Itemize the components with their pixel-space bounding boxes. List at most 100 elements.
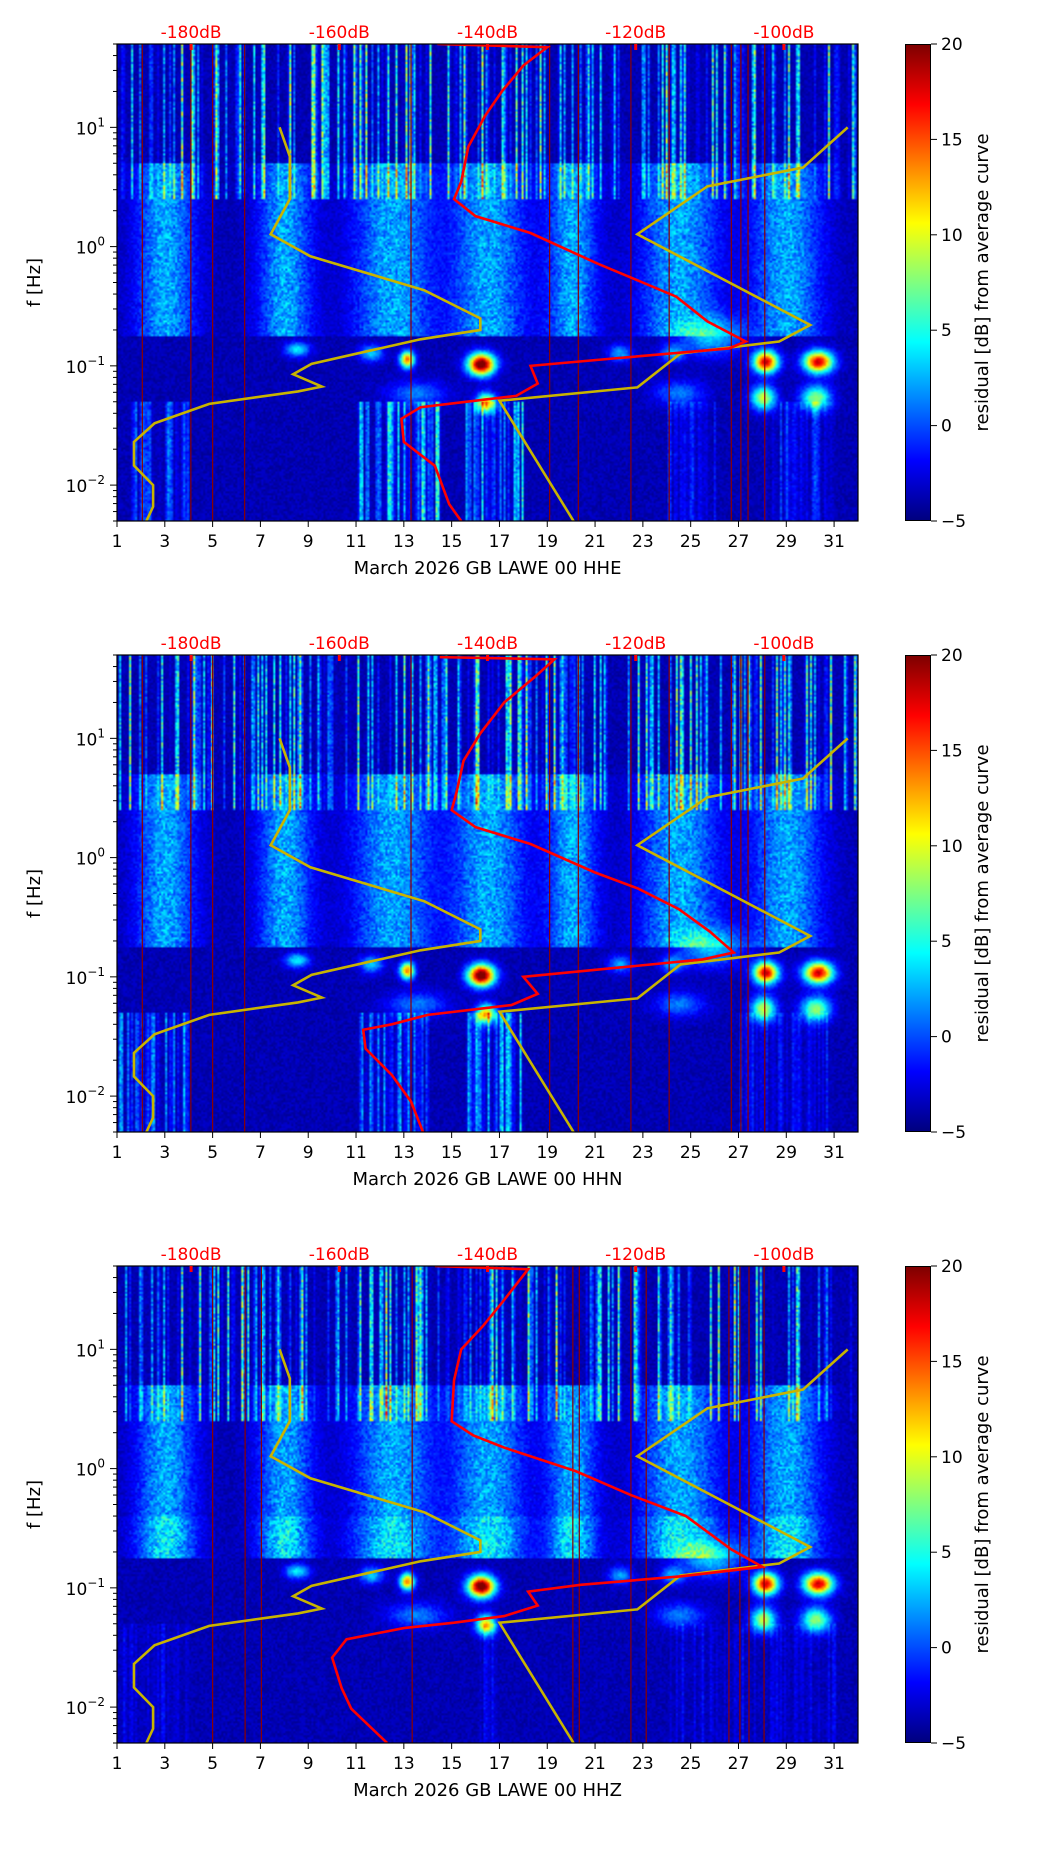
x-tick-label: 3: [159, 532, 170, 552]
colorbar-label: residual [dB] from average curve: [972, 1355, 993, 1653]
x-tick-label: 15: [441, 532, 463, 552]
y-tick-label: 100: [76, 235, 105, 259]
colorbar-tick-label: 0: [941, 1028, 952, 1048]
x-tick-label: 9: [303, 1754, 314, 1774]
x-tick-label: 13: [393, 532, 415, 552]
y-tick-label: 10−1: [66, 354, 105, 378]
y-axis-label: f [Hz]: [24, 869, 45, 918]
db-tick-label: -140dB: [457, 1245, 518, 1265]
db-tick-label: -100dB: [753, 23, 814, 43]
colorbar-tick-label: 10: [941, 837, 963, 857]
colorbar-tick-label: 5: [941, 932, 952, 952]
db-tick-label: -160dB: [309, 634, 370, 654]
x-tick-label: 25: [680, 1143, 702, 1163]
x-tick-label: 19: [536, 1754, 558, 1774]
db-tick-label: -100dB: [753, 634, 814, 654]
x-axis-label: March 2026 GB LAWE 00 HHE: [354, 558, 622, 579]
low-noise-model-line: [132, 126, 482, 521]
y-tick-label: 10−1: [66, 965, 105, 989]
x-tick-label: 7: [255, 1143, 266, 1163]
y-tick-label: 101: [76, 115, 105, 139]
plot-frame: [116, 43, 859, 522]
x-tick-label: 5: [207, 1143, 218, 1163]
colorbar-tick-label: 20: [941, 1257, 963, 1277]
x-tick-label: 19: [536, 532, 558, 552]
high-noise-model-line: [497, 1348, 849, 1743]
db-tick-label: -140dB: [457, 23, 518, 43]
x-tick-label: 3: [159, 1754, 170, 1774]
y-axis-label: f [Hz]: [24, 258, 45, 307]
psd-curve: [330, 1266, 767, 1743]
x-tick-label: 21: [584, 532, 606, 552]
low-noise-model-line: [132, 1348, 482, 1743]
x-tick-label: 11: [345, 1754, 367, 1774]
x-tick-label: 17: [489, 1143, 511, 1163]
colorbar-tick-label: −5: [941, 512, 966, 532]
x-tick-label: 23: [632, 532, 654, 552]
x-tick-label: 31: [823, 1754, 845, 1774]
colorbar-tick-label: 0: [941, 1639, 952, 1659]
colorbar-tick-label: 20: [941, 35, 963, 55]
x-tick-label: 17: [489, 532, 511, 552]
spectrogram-panel-2: 1 3 5 7 9 11 13 15 17 19 21 23 25 27 29 31 March 2026 GB…: [0, 634, 1052, 1255]
colorbar-tick-label: 15: [941, 1352, 963, 1372]
plot-frame: [116, 654, 859, 1133]
db-tick-label: -120dB: [605, 1245, 666, 1265]
spectrogram-panel-3: 1 3 5 7 9 11 13 15 17 19 21 23 25 27 29 31 March 2026 GB…: [0, 1245, 1052, 1866]
x-tick-label: 15: [441, 1754, 463, 1774]
x-tick-label: 21: [584, 1754, 606, 1774]
x-tick-label: 5: [207, 1754, 218, 1774]
x-tick-label: 11: [345, 532, 367, 552]
colorbar-tick-label: 15: [941, 741, 963, 761]
x-tick-label: 11: [345, 1143, 367, 1163]
db-tick-label: -180dB: [161, 1245, 222, 1265]
psd-curve: [400, 44, 749, 521]
y-tick-label: 10−1: [66, 1576, 105, 1600]
y-tick-label: 100: [76, 846, 105, 870]
colorbar-tick-label: 20: [941, 646, 963, 666]
x-tick-label: 27: [728, 1754, 750, 1774]
y-tick-label: 101: [76, 1337, 105, 1361]
x-tick-label: 31: [823, 1143, 845, 1163]
low-noise-model-line: [132, 737, 482, 1132]
db-tick-label: -160dB: [309, 1245, 370, 1265]
db-tick-label: -160dB: [309, 23, 370, 43]
x-tick-label: 13: [393, 1143, 415, 1163]
colorbar-tick-label: −5: [941, 1123, 966, 1143]
colorbar-tick-label: −5: [941, 1734, 966, 1754]
x-tick-label: 9: [303, 532, 314, 552]
x-tick-label: 1: [112, 1754, 123, 1774]
x-tick-label: 1: [112, 532, 123, 552]
colorbar: [905, 44, 931, 521]
x-tick-label: 29: [775, 1754, 797, 1774]
x-tick-label: 25: [680, 1754, 702, 1774]
x-tick-label: 21: [584, 1143, 606, 1163]
x-tick-label: 13: [393, 1754, 415, 1774]
spectrogram-heatmap: [117, 44, 858, 521]
x-tick-label: 3: [159, 1143, 170, 1163]
spectrogram-panel-1: 1 3 5 7 9 11 13 15 17 19 21 23 25 27 29 31 March 2026 GB…: [0, 23, 1052, 644]
x-tick-label: 7: [255, 532, 266, 552]
x-tick-label: 17: [489, 1754, 511, 1774]
x-tick-label: 1: [112, 1143, 123, 1163]
y-tick-label: 10−2: [66, 473, 105, 497]
psd-curve: [361, 655, 737, 1132]
x-tick-label: 23: [632, 1143, 654, 1163]
spectrogram-heatmap: [117, 655, 858, 1132]
db-tick-label: -140dB: [457, 634, 518, 654]
colorbar-tick-label: 10: [941, 226, 963, 246]
colorbar-tick-label: 5: [941, 321, 952, 341]
db-tick-label: -180dB: [161, 23, 222, 43]
x-tick-label: 19: [536, 1143, 558, 1163]
colorbar: [905, 1266, 931, 1743]
x-tick-label: 23: [632, 1754, 654, 1774]
db-tick-label: -100dB: [753, 1245, 814, 1265]
colorbar: [905, 655, 931, 1132]
y-tick-label: 101: [76, 726, 105, 750]
colorbar-tick-label: 5: [941, 1543, 952, 1563]
colorbar-label: residual [dB] from average curve: [972, 744, 993, 1042]
colorbar-label: residual [dB] from average curve: [972, 133, 993, 431]
